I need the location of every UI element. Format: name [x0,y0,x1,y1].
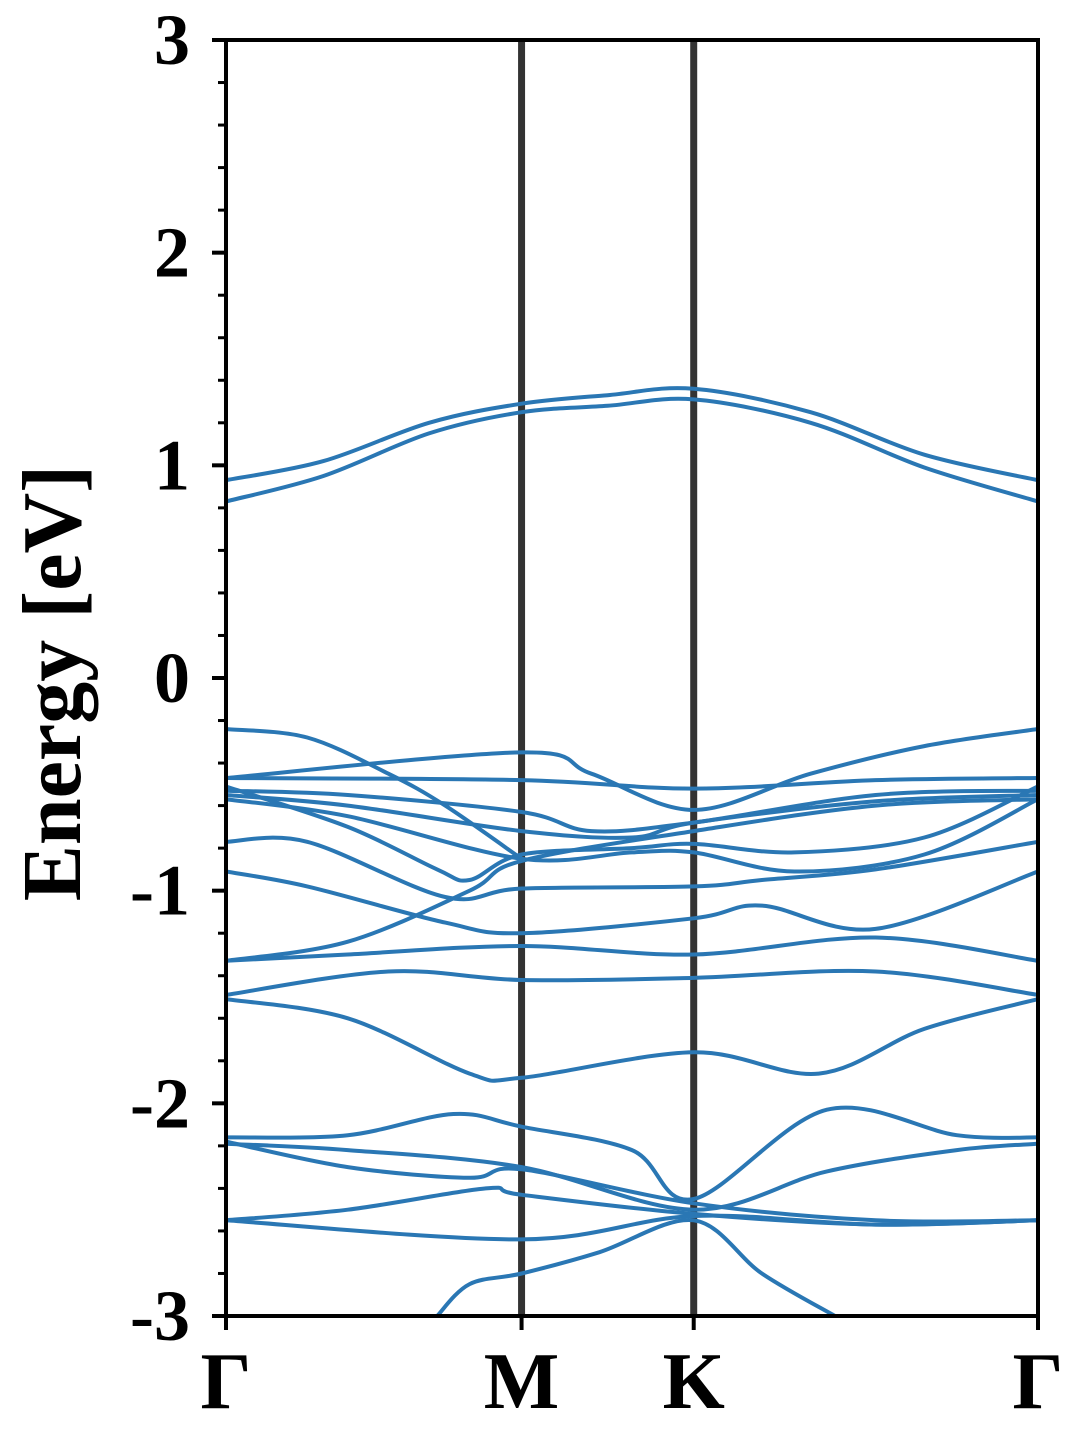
x-tick-label: Γ [201,1338,252,1426]
band-1 [226,386,1038,483]
x-tick-label: K [663,1338,725,1426]
band-9 [226,797,1038,874]
band-5 [226,776,1038,791]
y-axis-title: Energy [eV] [6,465,99,901]
band-18 [226,1139,1038,1224]
band-11 [226,869,1038,936]
band-17 [226,1141,1038,1212]
y-tick-label: 2 [154,213,190,293]
band-8 [226,784,1038,883]
band-4 [226,727,1038,812]
y-tick-label: -3 [130,1276,190,1356]
x-tick-label: M [484,1338,560,1426]
y-tick-label: -1 [130,851,190,931]
kpoint-lines [518,40,698,1316]
band-14 [226,968,1038,997]
x-tick-label: Γ [1013,1338,1064,1426]
y-tick-label: 1 [154,425,190,505]
band-6 [226,788,1038,834]
y-tick-label: 0 [154,638,190,718]
y-ticks: 3 2 1 0 -1 -2 -3 [130,0,226,1356]
band-21 [435,1218,837,1316]
bands [226,386,1038,1316]
band-20 [226,1213,1038,1242]
y-tick-label: -2 [130,1063,190,1143]
band-15 [226,997,1038,1083]
y-tick-label: 3 [154,0,190,80]
band-16 [226,1105,1038,1202]
band-13 [226,935,1038,963]
band-2 [226,396,1038,504]
band-7 [226,793,1038,840]
band-10 [226,835,1038,902]
band-12 [226,797,1038,963]
